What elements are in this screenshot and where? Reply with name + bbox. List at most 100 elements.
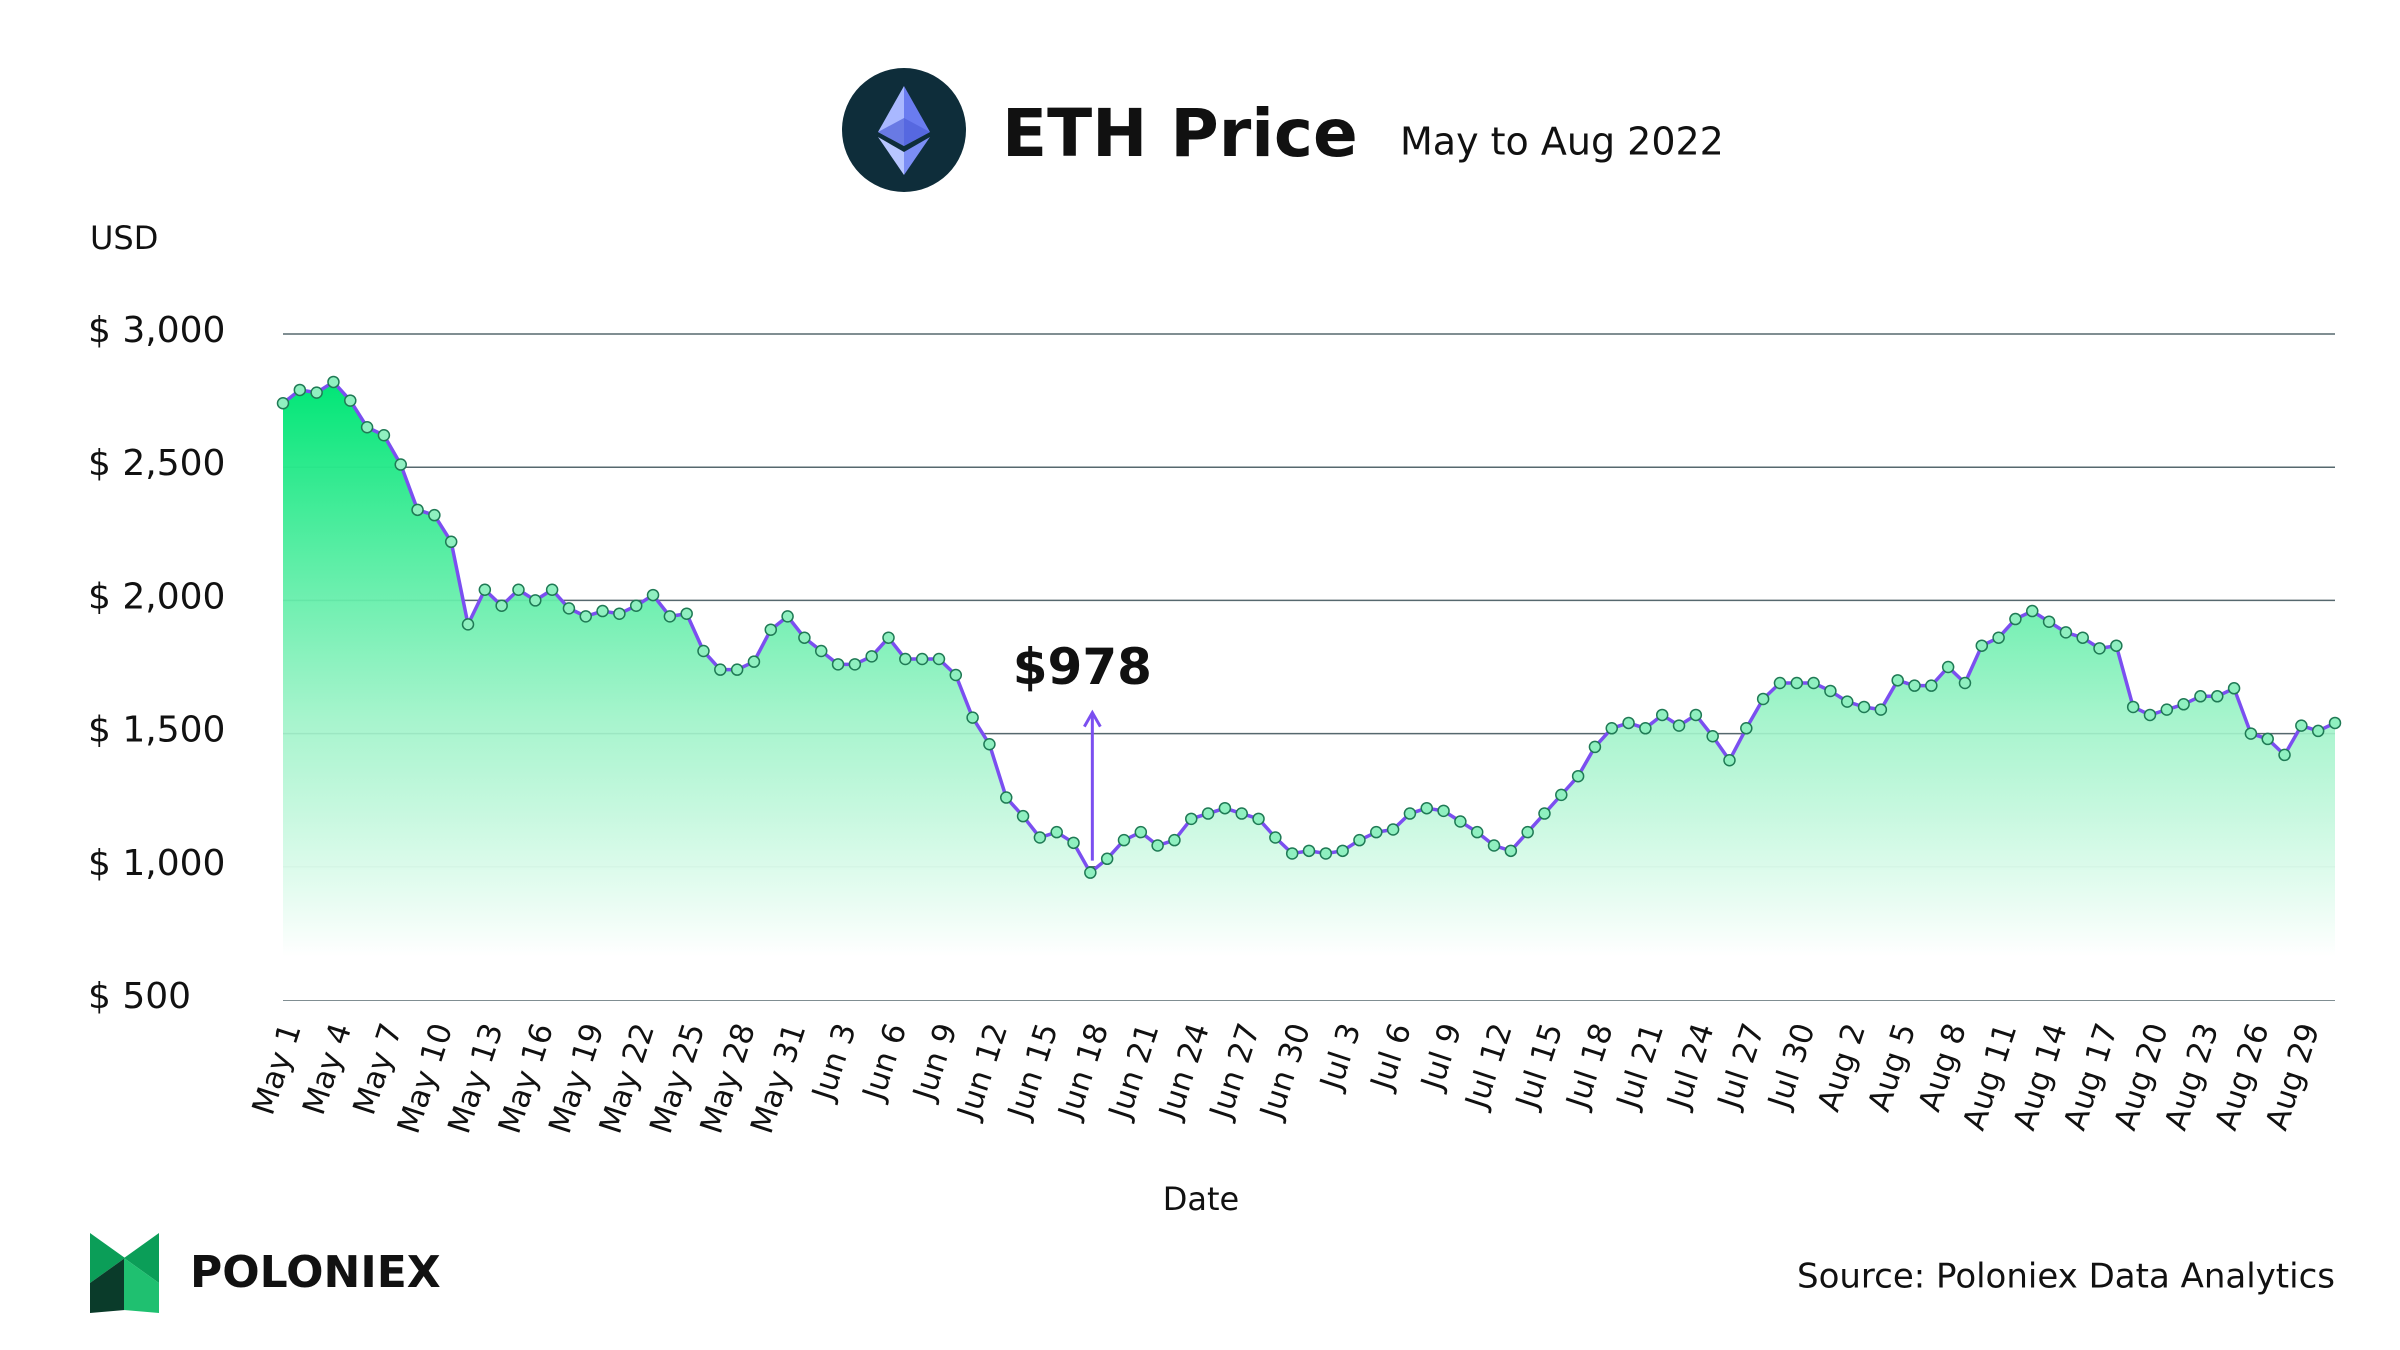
data-point: [1252, 812, 1265, 826]
data-point: [2244, 727, 2258, 740]
data-point: [1622, 716, 1635, 730]
brand-name: POLONIEX: [190, 1247, 441, 1298]
data-point: [1874, 703, 1888, 716]
data-point: [1386, 823, 1400, 836]
data-point: [1605, 722, 1619, 735]
data-point: [730, 663, 744, 676]
data-point: [2261, 732, 2274, 746]
data-point: [1050, 825, 1063, 839]
data-point: [663, 610, 677, 623]
chart-subtitle: May to Aug 2022: [1400, 120, 1724, 164]
data-point: [2009, 612, 2022, 626]
data-point: [512, 583, 525, 596]
data-point: [1740, 722, 1753, 735]
data-point: [983, 738, 996, 751]
data-point: [461, 618, 475, 631]
data-point: [2194, 690, 2207, 703]
data-point: [1840, 695, 1854, 708]
data-point: [1908, 679, 1921, 692]
data-point: [949, 668, 963, 682]
data-point: [1185, 812, 1198, 826]
data-point: [2177, 698, 2190, 711]
data-point: [2278, 748, 2291, 762]
data-point: [1302, 844, 1316, 858]
data-point: [2025, 604, 2039, 618]
data-point: [1117, 833, 1131, 847]
data-point: [714, 663, 727, 676]
data-point: [848, 658, 862, 671]
data-point: [1639, 722, 1652, 735]
data-point: [1756, 692, 1770, 706]
data-point: [1033, 831, 1047, 844]
data-point: [1470, 825, 1484, 839]
data-point: [529, 594, 542, 607]
brand-logo: [90, 1233, 159, 1313]
data-point: [1084, 866, 1097, 879]
data-point: [1218, 801, 1232, 815]
area: [283, 381, 2335, 1000]
data-point: [377, 428, 391, 442]
data-point: [1807, 676, 1820, 690]
data-point: [444, 535, 458, 549]
data-point: [2059, 626, 2073, 639]
data-point: [2328, 716, 2342, 730]
data-point: [2227, 682, 2241, 695]
data-point: [596, 604, 609, 618]
y-tick-label: $ 1,500: [88, 710, 225, 751]
data-point: [1891, 674, 1904, 687]
eth-icon: [842, 68, 966, 192]
data-point: [1655, 708, 1669, 722]
data-point: [2126, 700, 2140, 714]
data-point: [781, 610, 794, 623]
data-point: [411, 503, 424, 517]
data-point: [293, 383, 307, 397]
data-point: [1992, 631, 2005, 644]
y-tick-label: $ 500: [88, 976, 191, 1017]
source-note: Source: Poloniex Data Analytics: [1797, 1257, 2335, 1297]
data-point: [428, 508, 441, 522]
data-point: [1016, 809, 1030, 823]
data-point: [1672, 719, 1686, 732]
data-point: [1269, 831, 1282, 844]
data-point: [1134, 825, 1148, 839]
data-point: [2160, 703, 2174, 716]
data-point: [882, 631, 895, 644]
data-point: [1100, 852, 1114, 866]
data-point: [1353, 833, 1366, 847]
data-point: [1067, 836, 1080, 850]
data-point: [310, 386, 323, 399]
data-point: [1420, 801, 1433, 815]
data-point: [1790, 676, 1804, 690]
data-point: [276, 397, 290, 410]
data-point: [478, 583, 492, 596]
data-point: [1555, 788, 1568, 802]
data-point: [1370, 825, 1383, 839]
y-tick-label: $ 2,500: [88, 443, 225, 484]
y-tick-label: $ 3,000: [88, 310, 225, 351]
data-point: [747, 655, 761, 668]
data-point: [1538, 807, 1551, 820]
data-point: [629, 599, 643, 612]
data-point: [613, 607, 626, 620]
data-point: [2110, 639, 2123, 652]
data-point: [2311, 724, 2325, 738]
data-point: [360, 420, 374, 434]
data-point: [798, 631, 811, 644]
y-tick-label: $ 2,000: [88, 576, 225, 617]
data-point: [579, 610, 593, 623]
data-point: [1454, 815, 1467, 828]
data-point: [1925, 679, 1938, 692]
data-point: [394, 458, 407, 471]
data-point: [545, 583, 559, 596]
data-point: [2295, 719, 2308, 732]
data-point: [1958, 676, 1972, 690]
data-point: [1975, 639, 1989, 652]
data-point: [915, 652, 929, 666]
data-point: [1235, 807, 1248, 820]
data-point: [1151, 839, 1164, 852]
data-point: [1319, 847, 1333, 860]
data-point: [680, 607, 693, 620]
data-point: [1723, 753, 1736, 767]
data-point: [1689, 708, 1703, 722]
